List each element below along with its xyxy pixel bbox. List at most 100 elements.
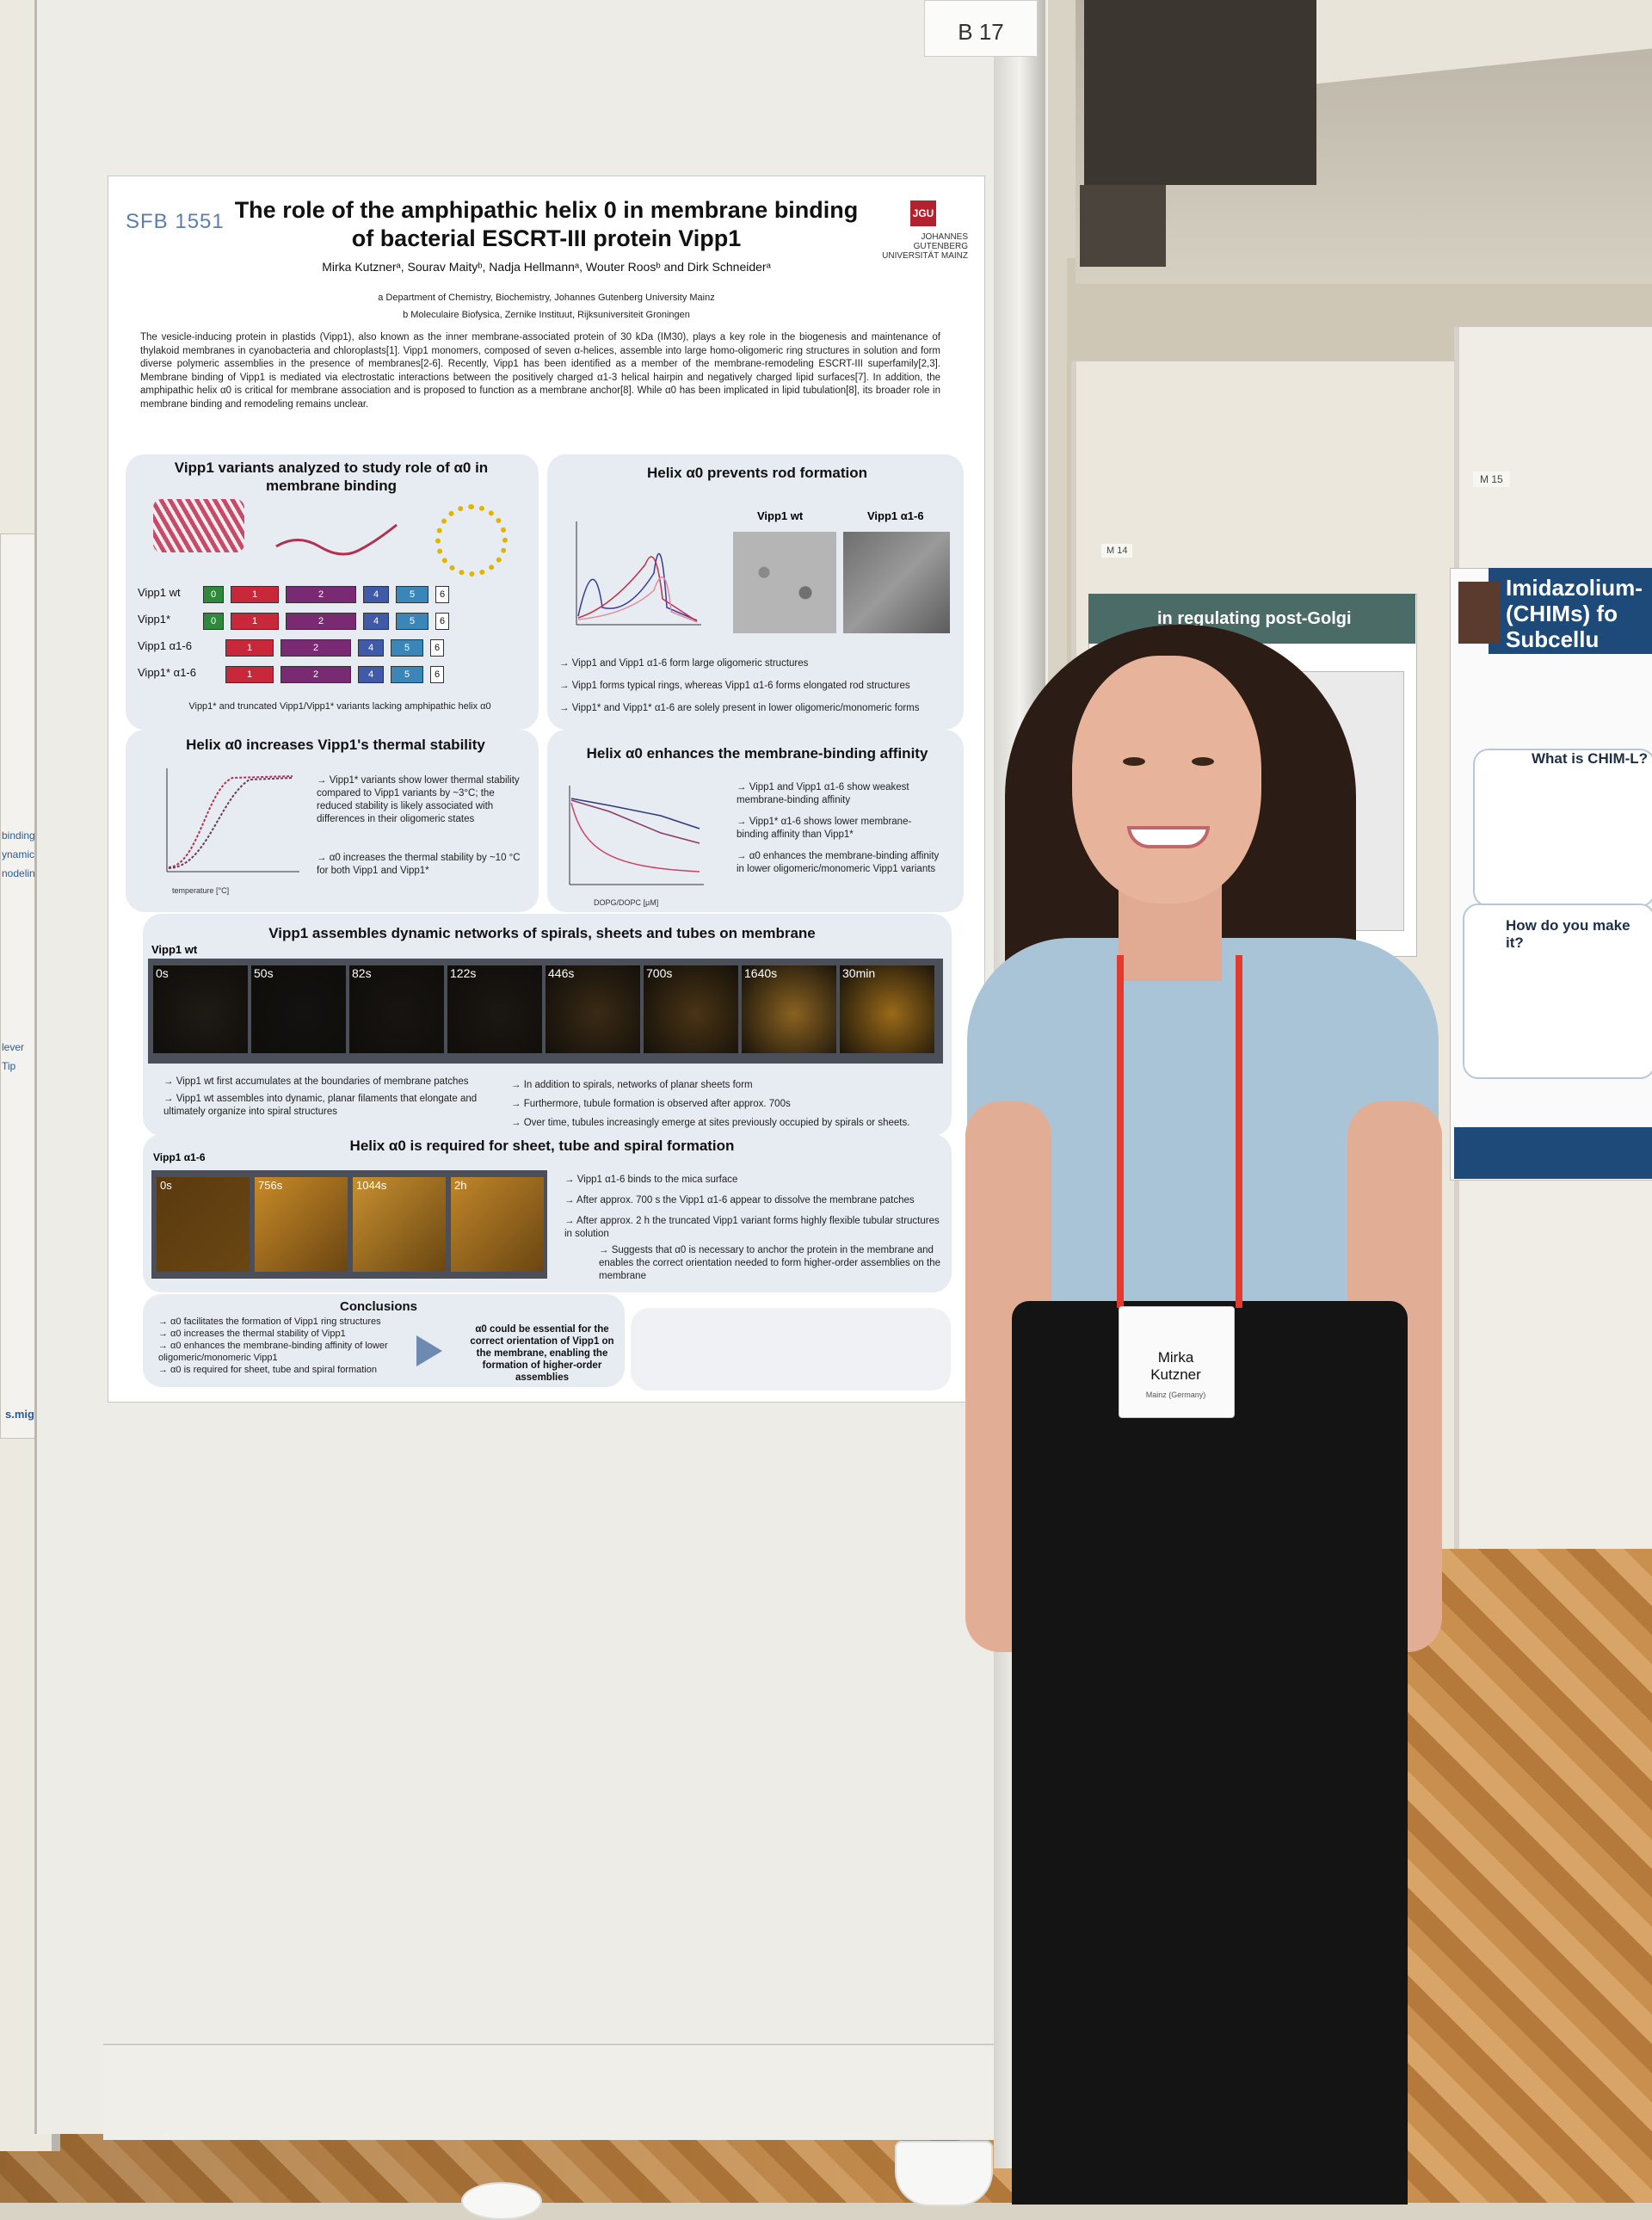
variant-row-label: Vipp1* α1-6	[138, 666, 196, 679]
ceiling-beam-lower	[1080, 185, 1166, 267]
afm-frame: 1044s	[353, 1177, 446, 1272]
left-poster-fragments: binding, ynamics nodeling lever Tip	[2, 826, 40, 1076]
sfb-logo: SFB 1551	[126, 210, 225, 233]
badge-name: Mirka Kutzner	[1119, 1349, 1233, 1384]
section-3-bullet: → α0 increases the thermal stability by …	[317, 853, 521, 876]
afm-frame-time: 0s	[156, 966, 169, 980]
afm-frame-time: 30min	[842, 966, 876, 980]
conclusion-bullet: → α0 is required for sheet, tube and spi…	[158, 1365, 377, 1375]
section-6-label: Vipp1 α1-6	[153, 1151, 206, 1163]
thermal-melting-plot	[166, 768, 299, 873]
conclusion-bullet: → α0 increases the thermal stability of …	[158, 1329, 346, 1339]
afm-frame: 2h	[451, 1177, 544, 1272]
afm-frame-time: 0s	[160, 1179, 172, 1192]
section-2-bullet: → Vipp1* and Vipp1* α1-6 are solely pres…	[559, 703, 920, 713]
section-5-right-bullet: → Over time, tubules increasingly emerge…	[511, 1118, 910, 1128]
sec-chromatography-plot	[576, 521, 701, 626]
jgu-wordmark: JOHANNES GUTENBERG UNIVERSITÄT MAINZ	[882, 232, 968, 261]
afm-frame-time: 1044s	[356, 1179, 387, 1192]
afm-frame: 0s	[157, 1177, 250, 1272]
afm-frame: 700s	[644, 965, 738, 1053]
affiliation-b: b Moleculaire Biofysica, Zernike Institu…	[403, 310, 690, 320]
domain-segment: 2	[286, 613, 356, 630]
em-image-a16	[843, 532, 950, 633]
left-poster-edge	[0, 533, 36, 1439]
afm-frame: 0s	[153, 965, 248, 1053]
section-4-bullet: → Vipp1* α1-6 shows lower membrane-bindi…	[737, 817, 912, 840]
domain-segment: 2	[286, 586, 356, 603]
afm-frame-time: 756s	[258, 1179, 283, 1192]
domain-segment: 1	[225, 639, 274, 657]
domain-segment: 4	[358, 639, 384, 657]
em-wt-label: Vipp1 wt	[757, 509, 804, 522]
right-poster-2-footer	[1454, 1127, 1652, 1179]
section-5-right-bullet: → In addition to spirals, networks of pl…	[511, 1080, 753, 1090]
afm-frame-time: 50s	[254, 966, 274, 980]
person-face	[1072, 656, 1261, 903]
afm-frame-time: 446s	[548, 966, 575, 980]
section-5-title: Vipp1 assembles dynamic networks of spir…	[268, 925, 816, 941]
domain-segment: 5	[396, 613, 428, 630]
binding-affinity-plot	[569, 786, 704, 885]
afm-frame: 122s	[447, 965, 542, 1053]
domain-segment: 4	[358, 666, 384, 683]
variant-row-label: Vipp1 wt	[138, 586, 181, 599]
left-fragment: ynamics	[2, 848, 40, 860]
ceiling-beam	[1084, 0, 1316, 185]
jgu-logo: JGU	[910, 200, 936, 226]
domain-segment: 2	[280, 666, 351, 683]
domain-segment: 4	[363, 613, 389, 630]
domain-segment: 0	[203, 586, 224, 603]
badge-location: Mainz (Germany)	[1145, 1391, 1206, 1399]
affinity-plot-xlabel: DOPG/DOPC [μM]	[594, 898, 659, 907]
badge-last-name: Kutzner	[1150, 1366, 1201, 1383]
em-a16-label: Vipp1 α1-6	[867, 509, 924, 522]
domain-segment: 6	[430, 666, 444, 683]
section-affinity-box	[547, 730, 964, 912]
name-badge	[1119, 1306, 1235, 1418]
thermal-plot-xlabel: temperature [°C]	[172, 886, 230, 895]
domain-segment: 6	[435, 613, 449, 630]
right-poster-2-photo	[1458, 582, 1500, 644]
afm-frame-time: 122s	[450, 966, 477, 980]
person-smile	[1127, 826, 1210, 848]
references-box	[631, 1308, 951, 1391]
variant-row-label: Vipp1 α1-6	[138, 639, 192, 652]
board-number-tag: B 17	[924, 0, 1038, 57]
helix-cartoon	[275, 523, 398, 556]
em-image-wt	[733, 532, 836, 633]
section-2-title: Helix α0 prevents rod formation	[646, 465, 868, 481]
domain-segment: 0	[203, 613, 224, 630]
conclusions-title: Conclusions	[339, 1299, 417, 1314]
section-1-caption: Vipp1* and truncated Vipp1/Vipp1* varian…	[188, 701, 491, 712]
coffee-cup-partial	[461, 2182, 542, 2220]
domain-segment: 4	[363, 586, 389, 603]
domain-segment: 6	[430, 639, 444, 657]
section-5-left-bullet: → Vipp1 wt first accumulates at the boun…	[163, 1076, 469, 1087]
afm-frame: 30min	[840, 965, 934, 1053]
conclusion-bullet: → α0 facilitates the formation of Vipp1 …	[158, 1317, 381, 1327]
afm-frame: 50s	[251, 965, 346, 1053]
right-poster-2-header: Imidazolium-(CHIMs) fo Subcellu	[1489, 568, 1652, 654]
section-6-bullet: → After approx. 700 s the Vipp1 α1-6 app…	[564, 1195, 915, 1206]
afm-frame: 446s	[546, 965, 640, 1053]
left-fragment: lever	[2, 1041, 25, 1053]
afm-frame-time: 1640s	[744, 966, 778, 980]
board-label-m14: M 14	[1101, 544, 1133, 558]
section-5-right-bullet: → Furthermore, tubule formation is obser…	[511, 1099, 791, 1109]
domain-segment: 1	[225, 666, 274, 683]
left-fragment: binding,	[2, 829, 39, 842]
section-3-bullet: → Vipp1* variants show lower thermal sta…	[317, 775, 520, 824]
affiliation-a: a Department of Chemistry, Biochemistry,…	[378, 293, 715, 303]
right-poster-2-box-2-title: How do you make it?	[1506, 917, 1630, 951]
domain-segment: 2	[280, 639, 351, 657]
left-fragment: Tip	[2, 1060, 16, 1072]
section-6-bullet: → Suggests that α0 is necessary to ancho…	[599, 1245, 940, 1281]
afm-frame-time: 2h	[454, 1179, 467, 1192]
section-2-bullet: → Vipp1 and Vipp1 α1-6 form large oligom…	[559, 658, 809, 669]
poster-abstract: The vesicle-inducing protein in plastids…	[140, 332, 940, 410]
domain-segment: 1	[231, 613, 279, 630]
board-bottom-rail	[103, 2044, 998, 2140]
red-lanyard	[1117, 955, 1242, 1308]
domain-segment: 1	[231, 586, 279, 603]
